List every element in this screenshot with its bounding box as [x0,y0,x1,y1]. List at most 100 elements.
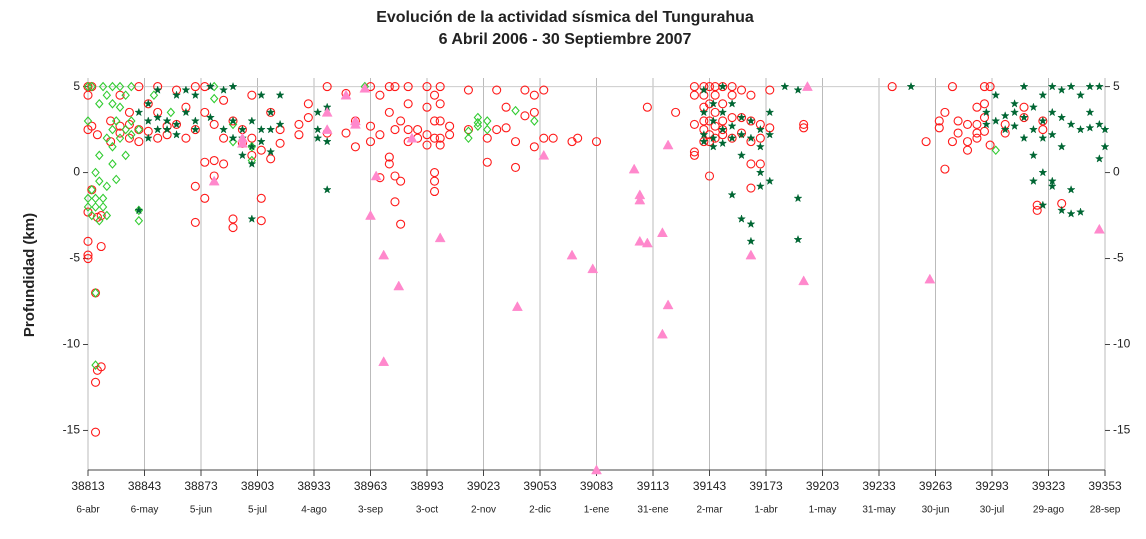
point [492,85,502,95]
point [124,107,134,117]
point [727,133,737,143]
point [511,301,523,311]
point [736,214,747,223]
point [979,82,990,92]
point [98,193,108,204]
point [365,210,376,220]
point [718,99,728,109]
x-date-label: 5-jul [248,505,267,516]
point [1019,133,1029,143]
point [375,130,385,140]
point [1000,111,1010,120]
point [303,113,313,123]
point [127,81,136,92]
point [115,102,125,113]
point [798,275,810,286]
point [924,273,936,284]
point [429,133,440,143]
point [83,116,93,126]
point [746,219,756,228]
point [87,210,96,221]
point [95,150,104,161]
point [1085,81,1095,91]
point [143,99,153,108]
point [247,159,257,168]
point [121,124,130,135]
point [529,142,539,152]
point [755,167,765,177]
point [953,116,963,126]
point [375,90,385,100]
point [483,124,492,135]
point [510,162,521,172]
point [228,136,238,147]
y-tick-label: -15 [63,423,81,437]
point [972,102,982,112]
point [1066,209,1076,218]
point [727,113,737,123]
point [190,181,200,191]
point [718,138,728,148]
point [662,139,674,150]
point [1028,124,1038,134]
point [228,116,238,125]
point [200,193,210,203]
x-date-label: 29-ago [1033,505,1065,516]
point [429,186,440,197]
point [656,328,668,339]
point [1047,181,1057,191]
point [972,119,982,129]
point [429,168,440,178]
point [671,107,681,117]
point [322,184,332,194]
point [972,133,982,143]
point [991,116,1001,125]
point [765,176,775,186]
point [390,171,400,181]
point [953,128,963,138]
point [1075,124,1086,134]
y-tick-label: -5 [69,251,80,265]
y2-tick-label: -15 [1113,423,1131,437]
point [746,116,756,125]
point [429,90,440,100]
point [473,117,483,128]
x-tick-label: 38903 [241,479,275,493]
point [746,183,756,193]
point [746,159,756,169]
point [181,107,191,117]
point [91,193,100,204]
point [755,159,765,169]
point [940,164,950,174]
point [91,167,100,178]
point [181,133,191,143]
point [1094,119,1104,129]
point [134,107,144,117]
point [435,82,445,92]
point [266,107,276,117]
point [529,90,539,100]
point [699,90,709,100]
point [981,119,991,129]
y-axis-label: Profundidad (km) [21,213,38,337]
point [746,90,756,100]
point [322,82,332,92]
point [947,137,958,147]
point [181,102,191,112]
point [247,133,257,143]
point [434,232,446,243]
point [802,81,813,91]
point [256,145,266,155]
point [403,82,413,92]
point [219,159,229,169]
point [406,132,418,143]
point [1047,176,1057,186]
point [403,99,413,109]
point [1100,142,1110,151]
point [704,171,715,181]
point [634,189,646,200]
point [171,119,182,129]
point [991,145,1000,156]
point [587,263,599,274]
point [642,102,652,112]
